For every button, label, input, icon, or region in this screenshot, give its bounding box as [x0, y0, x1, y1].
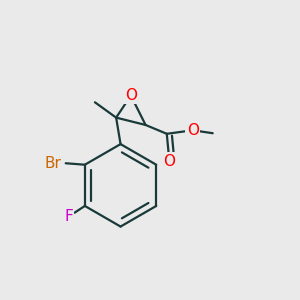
Text: O: O: [187, 123, 199, 138]
Text: O: O: [125, 88, 137, 103]
Text: Br: Br: [44, 156, 61, 171]
Text: O: O: [163, 154, 175, 169]
Text: F: F: [64, 209, 73, 224]
